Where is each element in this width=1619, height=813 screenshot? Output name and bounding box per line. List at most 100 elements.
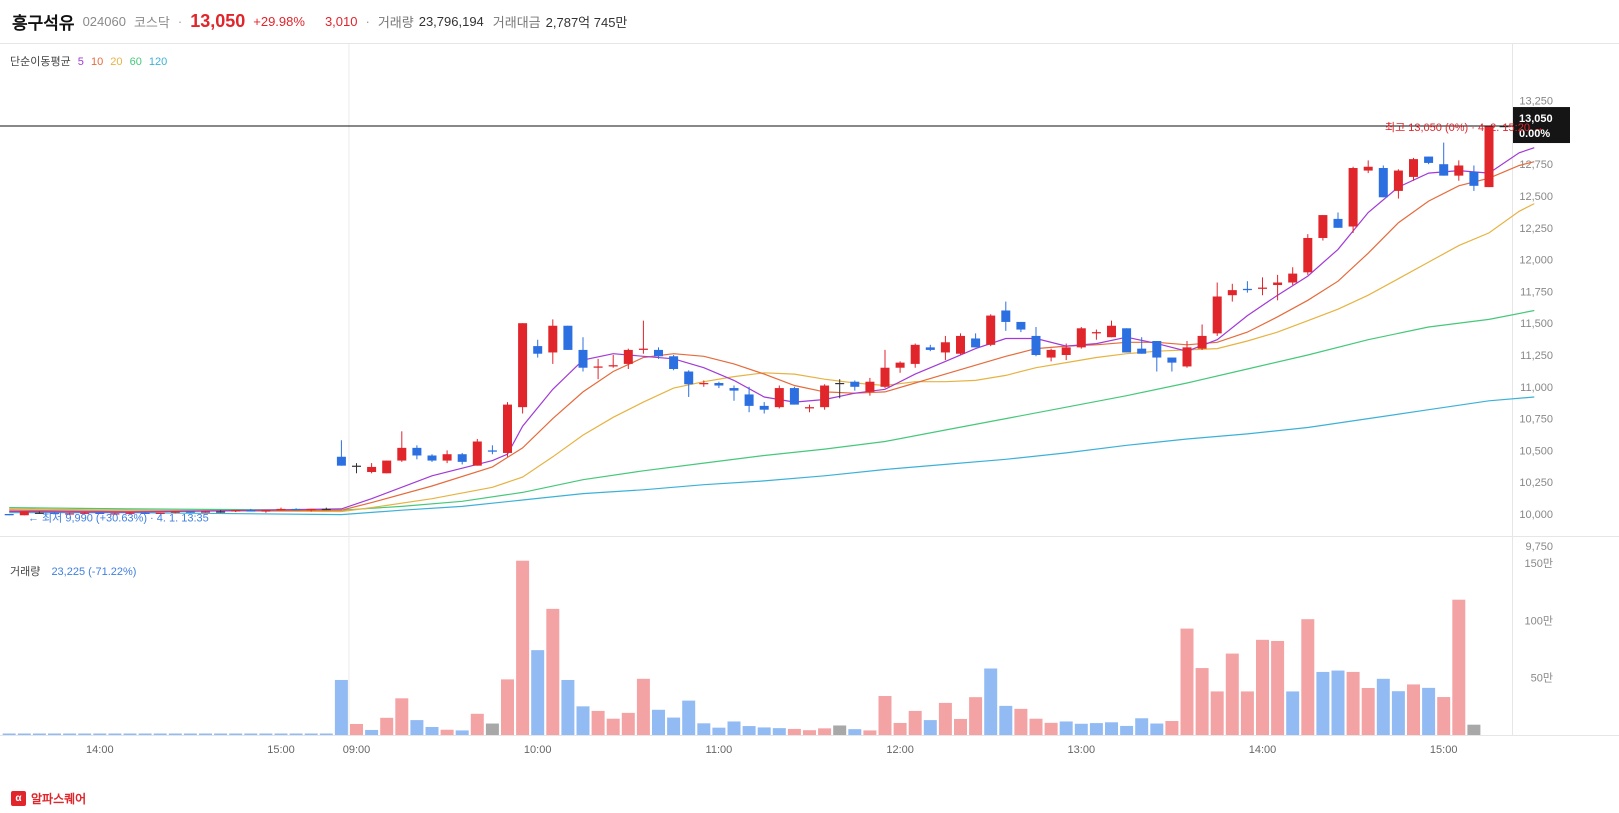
ma-legend-20: 20 — [110, 56, 123, 68]
candle-body — [1288, 273, 1298, 283]
brand-logo[interactable]: α 알파스퀘어 — [11, 790, 86, 807]
candle-body — [170, 511, 180, 513]
volume-bar — [606, 718, 620, 735]
volume-bar — [1301, 619, 1315, 735]
high-annotation: 최고 13,050 (0%) · 4. 2. 15:20 → — [1385, 121, 1544, 134]
separator-dot: · — [365, 14, 370, 29]
candle-body — [140, 512, 150, 514]
candle-body — [533, 346, 543, 354]
x-tick-label: 15:00 — [267, 744, 295, 756]
ma-line-10 — [9, 161, 1535, 513]
candle-body — [352, 465, 361, 467]
volume-bar — [123, 733, 137, 735]
candle-body — [457, 454, 467, 462]
volume-bar — [440, 729, 454, 735]
candle-body — [850, 381, 860, 387]
volume-bar — [1361, 687, 1375, 735]
candle-body — [1227, 290, 1237, 296]
volume-bar — [1271, 640, 1285, 735]
candle-body — [1273, 282, 1283, 286]
volume-bar — [395, 698, 409, 735]
volume-tick-label: 150만 — [1525, 557, 1553, 570]
candle-body — [820, 385, 830, 408]
volume-bar — [591, 710, 605, 735]
candle-body — [1046, 349, 1056, 358]
ma-legend-120: 120 — [148, 56, 168, 68]
brand-name: 알파스퀘어 — [31, 792, 87, 806]
separator-dot: · — [177, 14, 183, 29]
candle-body — [261, 510, 271, 512]
y-tick-label: 13,250 — [1519, 96, 1553, 108]
candle-body — [1001, 310, 1011, 322]
candle-body — [80, 512, 90, 514]
volume-bar — [1240, 691, 1254, 735]
volume-bar — [712, 727, 726, 735]
candle-body — [1499, 126, 1509, 128]
volume-bar — [516, 560, 530, 735]
x-tick-label: 11:00 — [706, 744, 733, 756]
candle-body — [1016, 321, 1026, 330]
candle-body — [487, 450, 497, 452]
moving-average-legend[interactable]: 단순이동평균 5 10 20 60 120 — [10, 53, 171, 69]
candle-body — [472, 441, 482, 466]
volume-tick-label: 50만 — [1531, 672, 1553, 685]
current-price: 13,050 — [190, 11, 246, 31]
volume-bar — [78, 733, 92, 735]
y-tick-label: 11,750 — [1520, 286, 1553, 298]
candle-body — [1061, 347, 1071, 355]
ma-line-20 — [9, 203, 1535, 513]
candle-body — [1031, 335, 1041, 355]
volume-bar — [546, 608, 560, 735]
volume-bar — [1407, 684, 1420, 735]
volume-bar — [1331, 670, 1345, 735]
volume-bar — [923, 720, 937, 735]
volume-bar — [1210, 691, 1224, 735]
volume-bar — [289, 733, 303, 735]
volume-bar — [1391, 691, 1405, 735]
candle-body — [19, 511, 29, 516]
candle-body — [50, 512, 59, 514]
volume-bar — [1059, 721, 1073, 735]
volume-bar — [1014, 708, 1028, 735]
volume-bar — [984, 668, 998, 735]
volume-bar — [1150, 723, 1164, 735]
volume-bar — [636, 678, 650, 735]
candle-body — [1197, 335, 1207, 349]
alpha-logo-icon: α — [11, 791, 26, 806]
x-tick-label: 15:00 — [1430, 744, 1458, 756]
volume-bar — [1120, 725, 1134, 735]
volume-bar — [138, 733, 152, 735]
volume-bar — [48, 733, 61, 735]
candle-body — [34, 512, 44, 514]
volume-bar — [244, 733, 258, 735]
candle-body — [216, 511, 226, 513]
volume-bar — [878, 696, 892, 735]
y-tick-label: 11,000 — [1520, 382, 1553, 394]
x-tick-label: 14:00 — [86, 744, 114, 756]
candle-body — [729, 388, 739, 391]
candle-body — [201, 511, 210, 513]
candle-body — [231, 510, 241, 512]
ma-legend-label: 단순이동평균 — [10, 56, 71, 68]
volume-bar — [259, 733, 273, 735]
candle-body — [578, 349, 588, 368]
price-tag-pct: 0.00% — [1519, 128, 1550, 140]
volume-legend[interactable]: 거래량 23,225 (-71.22%) — [10, 563, 136, 579]
ma-line-120 — [9, 396, 1535, 516]
candle-body — [805, 407, 814, 409]
stock-chart[interactable]: 9,750 10,000 10,250 10,500 10,750 11,000 11,25… — [0, 44, 1619, 786]
candle-body — [1076, 328, 1086, 348]
volume-bar — [214, 733, 228, 735]
candle-body — [367, 466, 377, 473]
candle-body — [986, 315, 996, 345]
volume-bar — [757, 727, 771, 735]
candle-body — [412, 447, 422, 456]
y-tick-label: 10,250 — [1519, 477, 1553, 489]
candle-body — [382, 460, 392, 474]
volume-bar — [1225, 653, 1239, 735]
volume-bar — [1044, 722, 1058, 735]
volume-bar — [1195, 668, 1209, 735]
candle-body — [1318, 215, 1328, 238]
candle-body — [1107, 325, 1116, 338]
candle-body — [1167, 357, 1177, 363]
